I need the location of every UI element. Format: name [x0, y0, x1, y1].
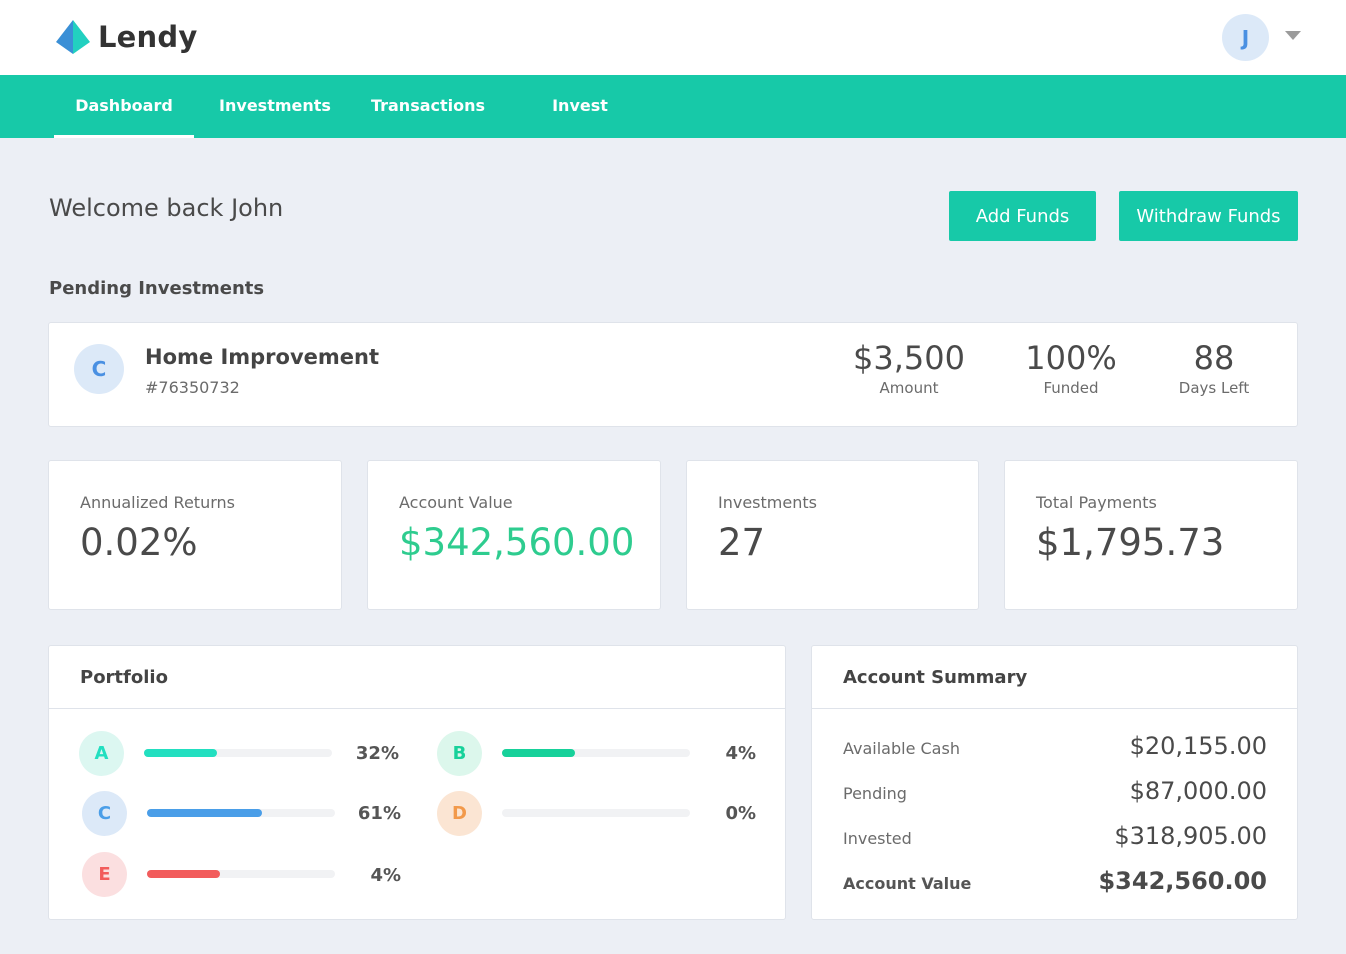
tab-transactions[interactable]: Transactions	[370, 96, 486, 115]
grade-d-badge: D	[437, 791, 482, 836]
kpi-label: Total Payments	[1036, 493, 1157, 512]
portfolio-panel: Portfolio A 32% B 4% C 61% D 0% E 4%	[48, 645, 786, 920]
grade-e-bar-fill	[147, 870, 221, 878]
summary-label-account-value: Account Value	[843, 874, 972, 893]
summary-value-pending: $87,000.00	[1129, 777, 1267, 805]
kpi-card-total-payments: Total Payments $1,795.73	[1004, 460, 1298, 610]
kpi-value: $1,795.73	[1036, 521, 1225, 564]
chevron-down-icon[interactable]	[1285, 31, 1301, 40]
kpi-card-account-value: Account Value $342,560.00	[367, 460, 661, 610]
kpi-value: 27	[718, 521, 766, 564]
brand-name: Lendy	[98, 20, 198, 54]
grade-e-bar	[147, 870, 335, 878]
kpi-label: Investments	[718, 493, 817, 512]
top-bar: Lendy J	[0, 0, 1346, 75]
user-avatar[interactable]: J	[1222, 14, 1269, 61]
grade-d-percent: 0%	[725, 803, 756, 824]
grade-e-percent: 4%	[370, 865, 401, 886]
kpi-value: $342,560.00	[399, 521, 635, 564]
tab-invest[interactable]: Invest	[552, 96, 608, 115]
grade-b-bar	[502, 749, 690, 757]
stat-amount-label: Amount	[879, 379, 939, 397]
welcome-message: Welcome back John	[49, 194, 284, 222]
grade-c-bar-fill	[147, 809, 262, 817]
brand-logo[interactable]: Lendy	[54, 18, 197, 56]
stat-funded-label: Funded	[1043, 379, 1099, 397]
stat-days-left-value: 88	[1193, 339, 1235, 377]
grade-e-badge: E	[82, 852, 127, 897]
pending-investments-title: Pending Investments	[49, 278, 265, 299]
account-summary-panel: Account Summary Available Cash $20,155.0…	[811, 645, 1298, 920]
grade-badge: C	[74, 344, 124, 394]
portfolio-title: Portfolio	[80, 667, 168, 688]
grade-c-bar	[147, 809, 335, 817]
grade-a-percent: 32%	[355, 743, 399, 764]
grade-a-bar	[144, 749, 332, 757]
stat-amount-value: $3,500	[853, 339, 965, 377]
loan-name: Home Improvement	[145, 345, 379, 369]
add-funds-button[interactable]: Add Funds	[949, 191, 1096, 241]
summary-value-available-cash: $20,155.00	[1129, 732, 1267, 760]
grade-c-badge: C	[82, 791, 127, 836]
tab-investments[interactable]: Investments	[219, 96, 331, 115]
grade-b-badge: B	[437, 731, 482, 776]
stat-funded-value: 100%	[1025, 339, 1117, 377]
account-summary-header: Account Summary	[812, 646, 1297, 709]
summary-label-invested: Invested	[843, 829, 912, 848]
grade-a-badge: A	[79, 731, 124, 776]
lendy-logo-icon	[56, 20, 90, 54]
grade-a-bar-fill	[144, 749, 218, 757]
tab-dashboard[interactable]: Dashboard	[54, 75, 194, 138]
pending-investment-card[interactable]: C Home Improvement #76350732 $3,500 Amou…	[48, 322, 1298, 427]
stat-days-left-label: Days Left	[1178, 379, 1250, 397]
stat-funded: 100% Funded	[1011, 339, 1131, 397]
stat-days-left: 88 Days Left	[1159, 339, 1269, 397]
kpi-card-annualized-returns: Annualized Returns 0.02%	[48, 460, 342, 610]
grade-b-percent: 4%	[725, 743, 756, 764]
kpi-label: Annualized Returns	[80, 493, 235, 512]
summary-value-account-value: $342,560.00	[1098, 867, 1267, 895]
stat-amount: $3,500 Amount	[839, 339, 979, 397]
withdraw-funds-button[interactable]: Withdraw Funds	[1119, 191, 1298, 241]
main-nav: Dashboard Investments Transactions Inves…	[0, 75, 1346, 138]
kpi-label: Account Value	[399, 493, 513, 512]
account-summary-title: Account Summary	[843, 667, 1028, 688]
summary-value-invested: $318,905.00	[1114, 822, 1267, 850]
summary-label-available-cash: Available Cash	[843, 739, 960, 758]
kpi-card-investments: Investments 27	[686, 460, 979, 610]
portfolio-header: Portfolio	[49, 646, 785, 709]
grade-c-percent: 61%	[357, 803, 401, 824]
loan-id: #76350732	[145, 378, 240, 397]
grade-b-bar-fill	[502, 749, 576, 757]
grade-d-bar	[502, 809, 690, 817]
summary-label-pending: Pending	[843, 784, 907, 803]
kpi-value: 0.02%	[80, 521, 198, 564]
